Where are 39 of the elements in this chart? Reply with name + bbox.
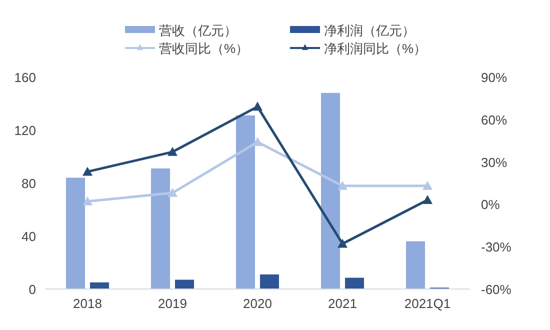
bar [321,92,340,289]
y2-tick-label: -60% [481,282,512,297]
y2-tick-label: 60% [481,112,508,128]
x-tick-label: 2021Q1 [404,296,451,311]
bar [345,278,364,289]
bar [151,168,170,289]
y-tick-label: 40 [22,229,36,244]
y2-tick-label: 90% [481,70,508,85]
point [252,102,262,111]
y-tick-label: 160 [14,70,36,85]
legend-label: 净利润同比（%） [324,41,427,56]
y-tick-label: 0 [28,282,36,297]
bar [66,178,85,289]
y2-tick-label: -30% [481,240,512,255]
bar [175,280,194,289]
legend-label: 营收同比（%） [159,41,249,56]
y2-tick-label: 30% [481,154,508,170]
x-tick-label: 2019 [158,296,187,311]
x-tick-label: 2021 [328,296,357,311]
legend-label: 净利润（亿元） [324,23,415,38]
y-tick-label: 80 [22,176,36,191]
point [82,166,92,176]
y2-tick-label: 0% [481,197,500,212]
point [338,238,348,248]
bar [260,274,279,289]
point [168,188,178,197]
point [82,196,92,206]
point [422,194,432,204]
bar [90,282,109,289]
bar [236,115,255,289]
point [252,137,262,146]
point [168,146,178,156]
bar [406,241,425,289]
x-tick-label: 2020 [243,296,272,311]
point [422,180,432,190]
legend-label: 营收（亿元） [159,23,237,38]
point [338,180,348,190]
x-tick-label: 2018 [73,296,102,311]
y-tick-label: 120 [14,123,36,138]
